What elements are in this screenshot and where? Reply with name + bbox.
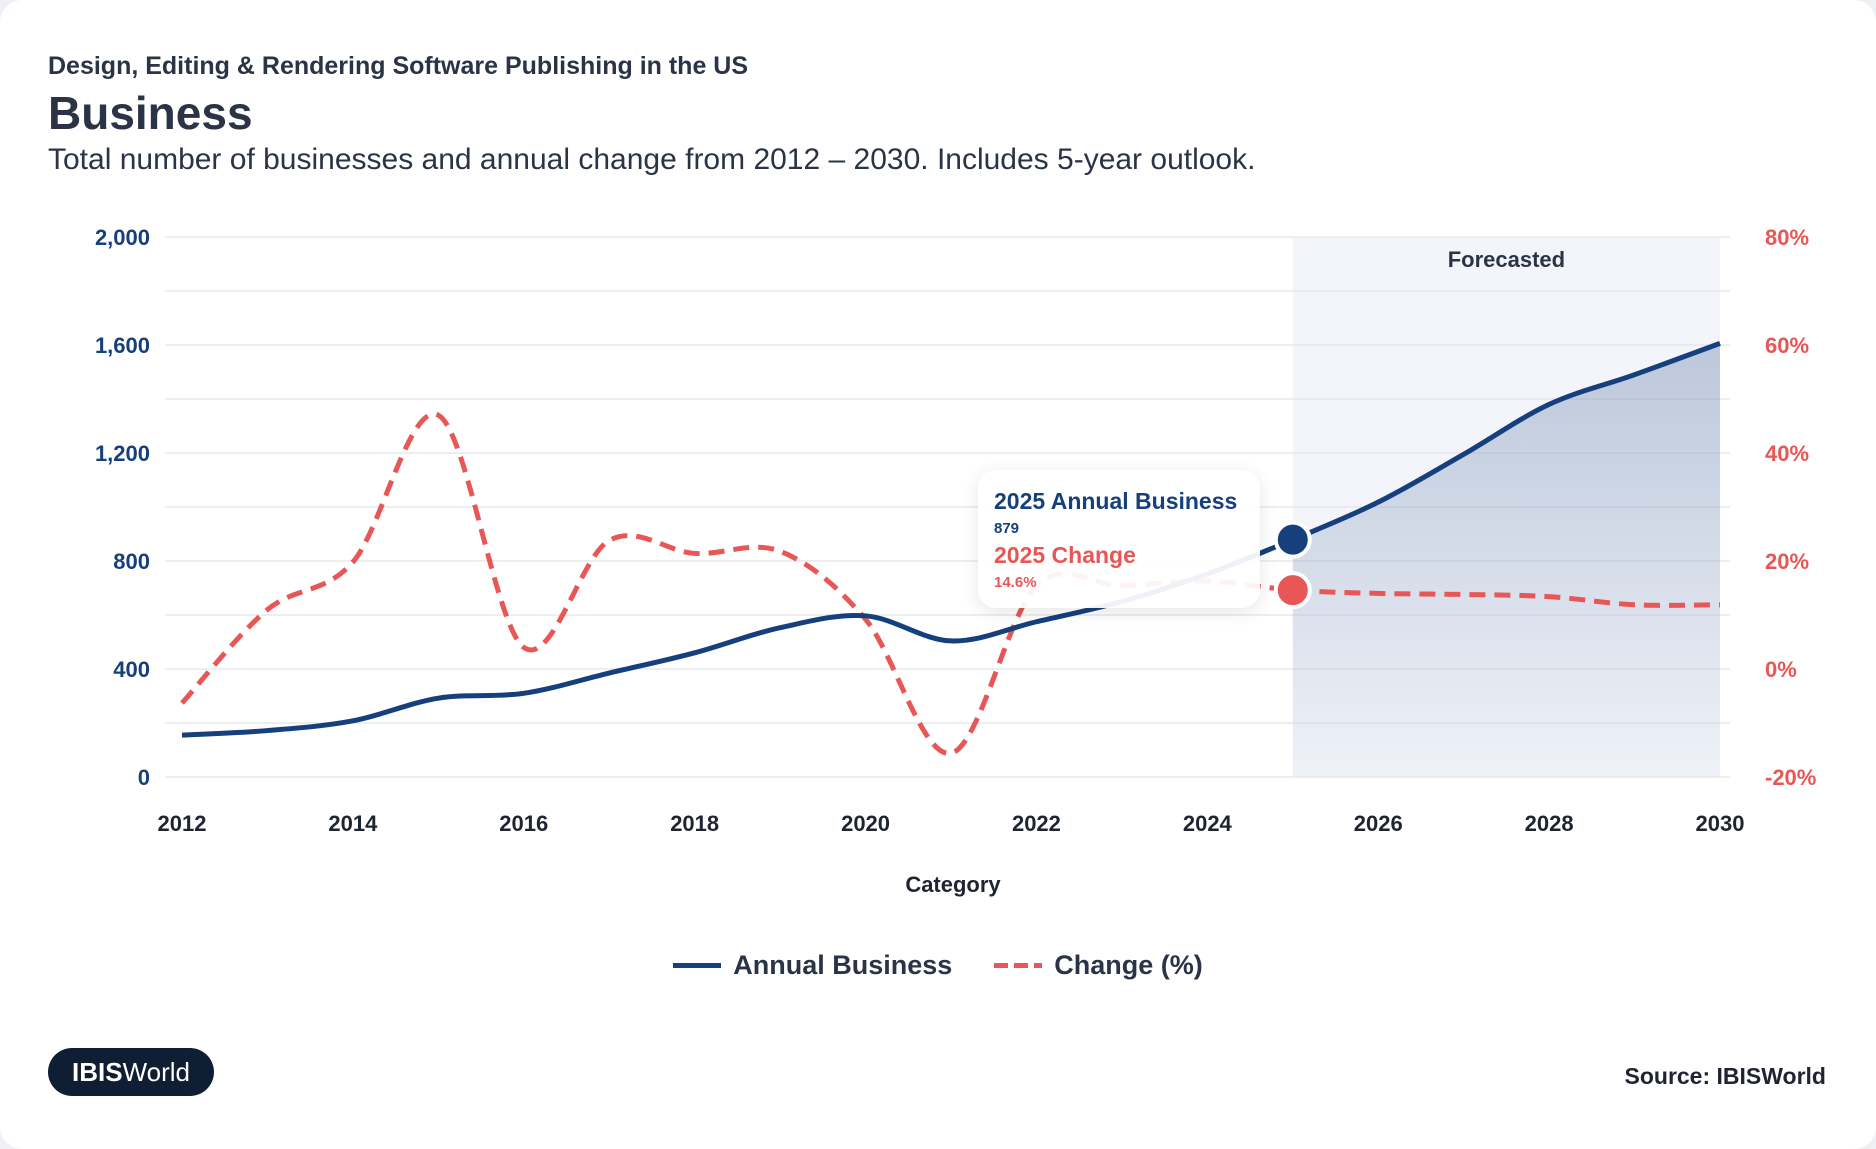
x-tick-label: 2026 <box>1354 811 1403 836</box>
legend-label: Change (%) <box>1054 950 1203 980</box>
x-tick-label: 2016 <box>499 811 548 836</box>
y-right-tick-label: 40% <box>1765 441 1809 466</box>
page-title: Business <box>48 87 253 139</box>
y-left-tick-label: 400 <box>113 657 150 682</box>
business-highlight-point <box>1273 520 1312 559</box>
tooltip-business-label: 2025 Annual Business <box>994 488 1238 514</box>
x-tick-label: 2024 <box>1183 811 1233 836</box>
x-tick-label: 2012 <box>158 811 207 836</box>
y-right-tick-label: -20% <box>1765 765 1816 790</box>
y-right-tick-label: 20% <box>1765 549 1809 574</box>
forecast-area <box>1292 343 1720 777</box>
change-highlight-point <box>1273 571 1312 610</box>
chart-description: Total number of businesses and annual ch… <box>48 143 1256 176</box>
y-left-tick-label: 1,600 <box>95 333 150 358</box>
change-series-line <box>180 411 1721 756</box>
logo-bold: IBIS <box>71 1056 123 1087</box>
legend-label: Annual Business <box>733 950 953 980</box>
y-left-tick-label: 1,200 <box>95 441 150 466</box>
tooltip-change-label: 2025 Change <box>994 542 1136 568</box>
x-tick-label: 2022 <box>1012 811 1061 836</box>
industry-title: Design, Editing & Rendering Software Pub… <box>48 52 749 80</box>
y-right-tick-label: 0% <box>1765 657 1797 682</box>
business-series-line <box>181 341 1721 738</box>
y-left-tick-label: 2,000 <box>95 225 150 250</box>
y-left-tick-label: 0 <box>138 765 150 790</box>
y-left-tick-label: 800 <box>113 549 150 574</box>
logo-rest: World <box>122 1056 190 1087</box>
x-axis-title: Category <box>905 872 1001 897</box>
solid-line-swatch-icon <box>673 963 722 968</box>
x-tick-label: 2028 <box>1525 811 1574 836</box>
x-tick-label: 2020 <box>841 811 890 836</box>
forecast-label: Forecasted <box>1448 247 1565 272</box>
tooltip-business-value: 879 <box>994 520 1020 537</box>
tooltip-change-value: 14.6% <box>994 574 1037 591</box>
source-note: Source: IBISWorld <box>1624 1063 1827 1089</box>
x-tick-label: 2030 <box>1696 811 1745 836</box>
dashed-line-swatch-icon <box>994 963 1043 968</box>
x-tick-label: 2014 <box>328 811 378 836</box>
legend-item-business[interactable]: Annual Business <box>673 950 952 981</box>
y-right-tick-label: 60% <box>1765 333 1809 358</box>
x-tick-label: 2018 <box>670 811 719 836</box>
legend-item-change[interactable]: Change (%) <box>994 950 1203 981</box>
ibisworld-logo: IBIS World <box>48 1048 214 1096</box>
tooltip: 2025 Annual Business 879 2025 Change 14.… <box>978 470 1260 608</box>
legend: Annual Business Change (%) <box>0 950 1876 981</box>
y-right-tick-label: 80% <box>1765 225 1809 250</box>
